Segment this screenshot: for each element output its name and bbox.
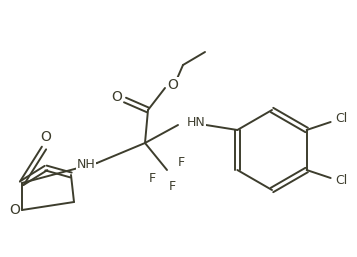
Text: HN: HN xyxy=(187,116,205,130)
Text: Cl: Cl xyxy=(336,113,348,125)
Text: NH: NH xyxy=(76,159,95,171)
Text: O: O xyxy=(111,90,122,104)
Text: F: F xyxy=(149,171,156,185)
Text: O: O xyxy=(167,78,178,92)
Text: F: F xyxy=(177,157,185,170)
Text: O: O xyxy=(41,130,51,144)
Text: O: O xyxy=(10,203,20,217)
Text: F: F xyxy=(169,179,176,192)
Text: Cl: Cl xyxy=(336,175,348,188)
